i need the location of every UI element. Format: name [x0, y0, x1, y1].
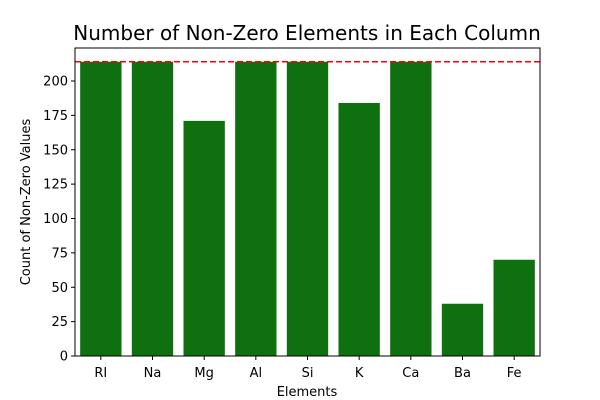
x-axis-ticks: RI Na Mg Al Si K Ca Ba Fe [94, 356, 522, 381]
x-axis-label: Elements [277, 385, 338, 400]
y-tick-label: 200 [43, 75, 68, 90]
bar-mg [183, 120, 225, 356]
x-tick-label-na: Na [144, 366, 162, 381]
x-tick-label-fe: Fe [507, 366, 522, 381]
bar-ca [390, 61, 432, 356]
x-tick-label-ri: RI [94, 366, 107, 381]
x-tick-label-k: K [355, 366, 364, 381]
x-tick-label-si: Si [302, 366, 314, 381]
bar-na [131, 61, 174, 356]
bars-group [80, 61, 535, 356]
x-tick-label-mg: Mg [194, 366, 213, 381]
y-axis-label: Count of Non-Zero Values [19, 119, 34, 286]
bar-al [235, 61, 277, 356]
y-tick-label: 150 [43, 143, 68, 158]
plot-frame [74, 47, 541, 357]
y-tick-label: 175 [43, 109, 68, 124]
y-axis-ticks: 0 25 50 75 100 125 150 175 200 [43, 75, 75, 365]
y-tick-label: 50 [51, 281, 68, 296]
bar-ba [441, 303, 484, 356]
y-tick-label: 100 [43, 212, 68, 227]
y-tick-label: 25 [51, 315, 68, 330]
x-tick-label-ca: Ca [402, 366, 419, 381]
x-tick-label-al: Al [250, 366, 263, 381]
y-tick-label: 75 [51, 246, 68, 261]
bar-fe [493, 259, 535, 356]
bar-k [338, 103, 380, 356]
chart-title: Number of Non-Zero Elements in Each Colu… [73, 21, 541, 45]
y-tick-label: 0 [60, 350, 68, 365]
x-tick-label-ba: Ba [454, 366, 471, 381]
bar-ri [80, 61, 122, 356]
bar-si [286, 61, 329, 356]
y-tick-label: 125 [43, 178, 68, 193]
